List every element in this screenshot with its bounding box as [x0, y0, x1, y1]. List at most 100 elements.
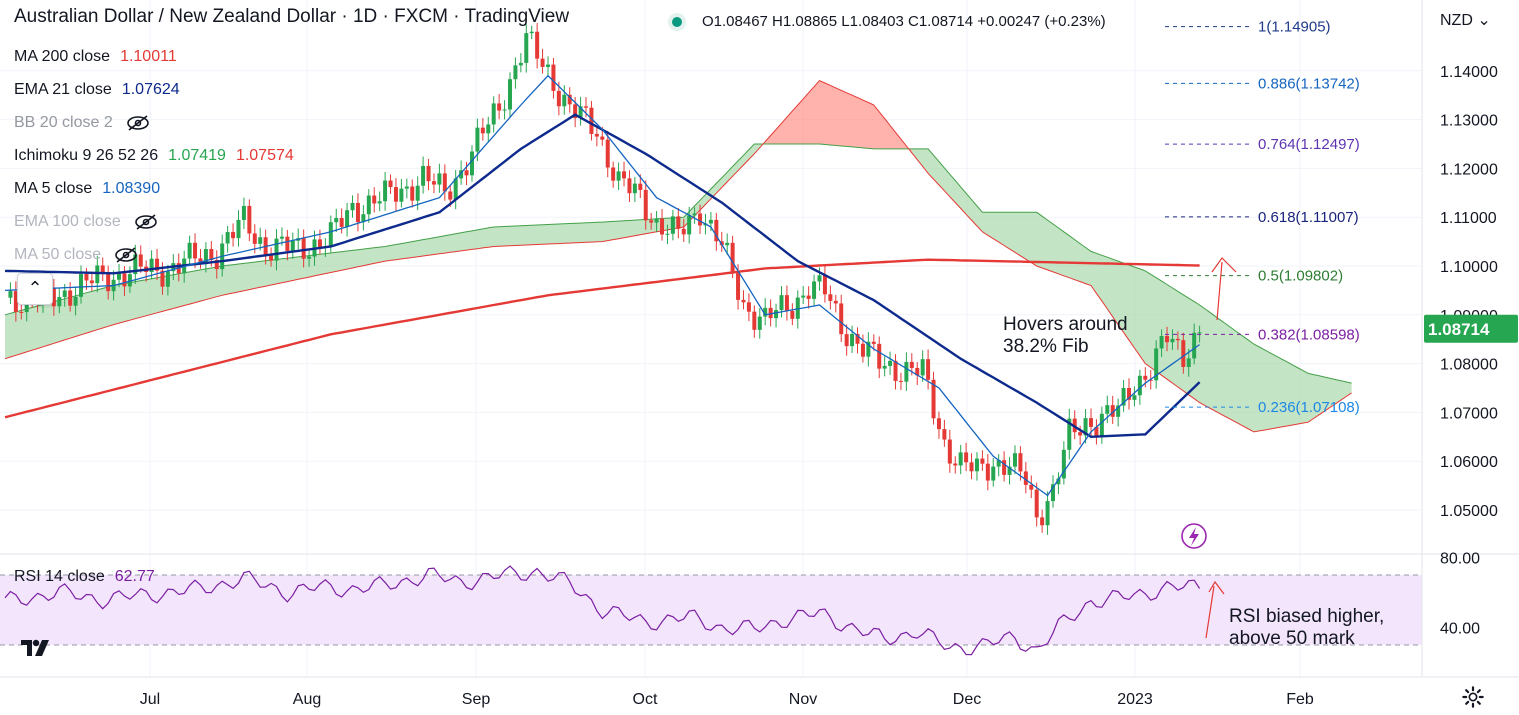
candle-body — [1197, 332, 1202, 334]
candle-body — [692, 213, 697, 216]
eye-off-icon[interactable] — [113, 247, 139, 263]
fib-level-label: 0.382(1.08598) — [1258, 326, 1360, 343]
candle-body — [1050, 484, 1055, 502]
candle-body — [138, 254, 143, 267]
candle-body — [1170, 338, 1175, 343]
candle-body — [247, 205, 252, 234]
candle-body — [155, 258, 160, 271]
legend-ema100[interactable]: EMA 100 close — [14, 213, 159, 231]
legend-rsi[interactable]: RSI 14 close 62.77 — [14, 568, 155, 586]
candle-body — [393, 187, 398, 202]
candle-body — [936, 418, 941, 430]
candle-body — [958, 452, 963, 466]
candle-body — [366, 195, 371, 215]
candle-body — [898, 380, 903, 382]
candle-body — [193, 242, 198, 259]
eye-off-icon[interactable] — [133, 214, 159, 230]
candle-body — [437, 173, 442, 185]
candle-body — [355, 202, 360, 223]
candle-body — [469, 151, 474, 176]
eye-off-icon[interactable] — [125, 115, 151, 131]
legend-ema21[interactable]: EMA 21 close 1.07624 — [14, 81, 180, 99]
legend-ichimoku[interactable]: Ichimoku 9 26 52 26 1.07419 1.07574 — [14, 147, 294, 165]
price-tick-label: 1.05000 — [1440, 503, 1498, 520]
candle-body — [893, 360, 898, 381]
candle-body — [926, 359, 931, 380]
candle-body — [1175, 338, 1180, 341]
time-tick-label: Aug — [293, 691, 321, 708]
candle-body — [779, 295, 784, 311]
candle-body — [84, 274, 89, 281]
legend-bb[interactable]: BB 20 close 2 — [14, 114, 151, 132]
candle-body — [1067, 418, 1072, 450]
candle-body — [328, 222, 333, 247]
candle-body — [345, 210, 350, 227]
fib-level-label: 1(1.14905) — [1258, 19, 1331, 36]
collapse-legend-button[interactable]: ⌃ — [17, 273, 53, 305]
candle-body — [480, 127, 485, 134]
time-tick-label: Feb — [1286, 691, 1314, 708]
candle-body — [622, 171, 627, 179]
chart-title: Australian Dollar / New Zealand Dollar ·… — [14, 6, 570, 27]
candle-body — [991, 466, 996, 481]
legend-ma5[interactable]: MA 5 close 1.08390 — [14, 180, 160, 198]
candle-body — [627, 178, 632, 194]
annotation-fib-note: Hovers around — [1003, 314, 1128, 335]
candle-body — [556, 90, 561, 107]
legend-value: 1.07419 — [168, 147, 226, 164]
currency-selector[interactable]: NZD ⌄ — [1440, 10, 1491, 30]
candle-body — [497, 103, 502, 111]
rsi-tick-label: 40.00 — [1440, 621, 1480, 638]
time-tick-label: Oct — [633, 691, 658, 708]
legend-label: EMA 100 close — [14, 213, 121, 230]
price-tick-label: 1.12000 — [1440, 161, 1498, 178]
last-price-label: 1.08714 — [1428, 320, 1490, 339]
candle-body — [51, 288, 56, 307]
candle-body — [1034, 489, 1039, 518]
candle-body — [850, 333, 855, 347]
candle-body — [974, 458, 979, 472]
legend-ma200[interactable]: MA 200 close 1.10011 — [14, 48, 177, 66]
candle-body — [768, 307, 773, 319]
candle-body — [290, 240, 295, 251]
annotation-rsi-note: above 50 mark — [1229, 628, 1355, 649]
candle-body — [839, 303, 844, 335]
candle-body — [95, 265, 100, 284]
candle-body — [812, 281, 817, 299]
candle-body — [448, 191, 453, 200]
candle-body — [225, 232, 230, 244]
candle-body — [844, 334, 849, 347]
candle-body — [133, 254, 138, 275]
legend-ma50[interactable]: MA 50 close — [14, 246, 139, 264]
candle-body — [573, 104, 578, 119]
time-tick-label: Nov — [789, 691, 817, 708]
candle-body — [274, 238, 279, 261]
candle-body — [1105, 405, 1110, 414]
candle-body — [513, 65, 518, 80]
candle-body — [964, 452, 969, 463]
candle-body — [1007, 466, 1012, 475]
candle-body — [611, 167, 616, 181]
candle-body — [404, 186, 409, 189]
candle-body — [301, 238, 306, 259]
candle-body — [616, 171, 621, 181]
tradingview-logo-icon[interactable] — [20, 636, 52, 660]
candle-body — [632, 183, 637, 194]
candle-body — [383, 180, 388, 202]
price-tick-label: 1.11000 — [1440, 210, 1497, 227]
candle-body — [431, 181, 436, 185]
legend-value: 1.10011 — [120, 48, 177, 65]
candle-body — [372, 195, 377, 204]
candle-body — [931, 379, 936, 419]
candle-body — [106, 272, 111, 292]
candle-body — [1002, 460, 1007, 475]
settings-gear-icon[interactable] — [1462, 686, 1484, 708]
candle-body — [757, 316, 762, 330]
candle-body — [187, 242, 192, 259]
candle-body — [681, 228, 686, 235]
candle-body — [73, 296, 78, 306]
candle-body — [698, 213, 703, 226]
candle-body — [377, 201, 382, 204]
candle-body — [464, 170, 469, 176]
